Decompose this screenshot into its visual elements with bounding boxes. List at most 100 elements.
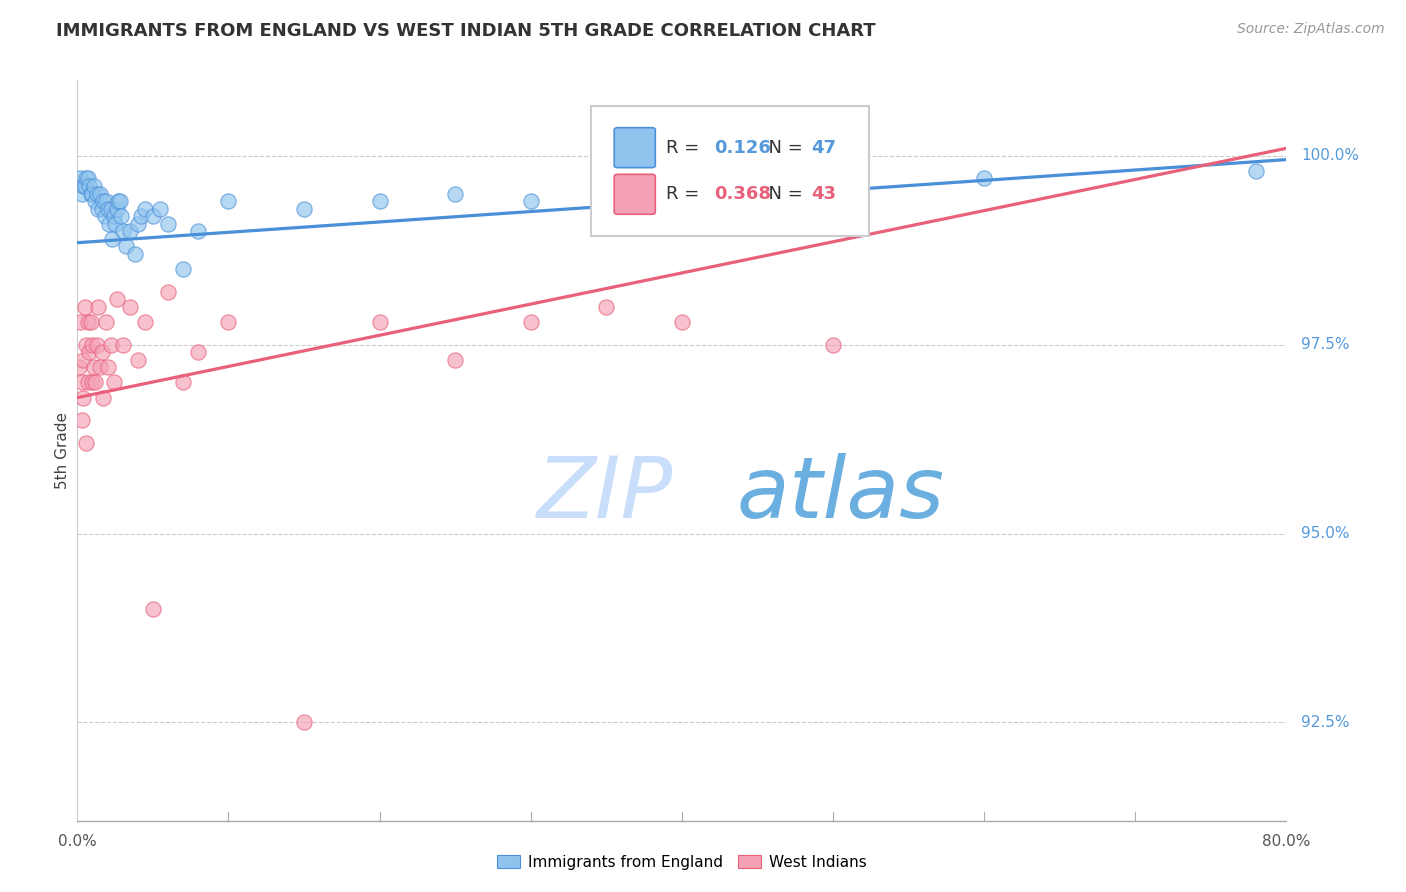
Point <box>120 224 142 238</box>
Point <box>77 376 100 390</box>
Point <box>292 202 315 216</box>
Point <box>172 262 194 277</box>
Point <box>91 194 114 209</box>
Point <box>110 209 132 223</box>
Point <box>70 376 93 390</box>
Point <box>82 337 104 351</box>
Point <box>368 315 391 329</box>
Y-axis label: 5th Grade: 5th Grade <box>55 412 70 489</box>
Text: 0.368: 0.368 <box>714 186 772 203</box>
Point <box>114 239 136 253</box>
Point <box>520 315 543 329</box>
Point <box>142 602 165 616</box>
Point <box>82 186 104 201</box>
Point <box>157 285 180 299</box>
Point <box>218 194 240 209</box>
Point <box>84 194 107 209</box>
Point <box>94 194 117 209</box>
Point <box>157 217 180 231</box>
Point <box>103 376 125 390</box>
Point <box>101 232 124 246</box>
Point <box>86 186 108 201</box>
Point <box>90 345 112 359</box>
Point <box>91 391 114 405</box>
Text: 100.0%: 100.0% <box>1301 148 1360 163</box>
Point <box>89 360 111 375</box>
Text: 47: 47 <box>811 138 837 157</box>
Point <box>172 376 194 390</box>
Point <box>368 194 391 209</box>
Point <box>72 179 94 194</box>
Point <box>69 315 91 329</box>
Text: IMMIGRANTS FROM ENGLAND VS WEST INDIAN 5TH GRADE CORRELATION CHART: IMMIGRANTS FROM ENGLAND VS WEST INDIAN 5… <box>56 22 876 40</box>
Point <box>218 315 240 329</box>
Point <box>93 209 115 223</box>
Point <box>444 352 467 367</box>
Text: 95.0%: 95.0% <box>1301 526 1350 541</box>
Point <box>107 194 129 209</box>
Point <box>84 376 107 390</box>
Point <box>75 171 97 186</box>
Point <box>77 171 100 186</box>
Text: 97.5%: 97.5% <box>1301 337 1350 352</box>
Point <box>134 315 156 329</box>
Point <box>80 315 103 329</box>
Point <box>87 202 110 216</box>
Text: 80.0%: 80.0% <box>1263 834 1310 849</box>
Point <box>595 300 617 314</box>
FancyBboxPatch shape <box>592 106 869 235</box>
Point <box>292 715 315 730</box>
Point <box>100 337 122 351</box>
Point <box>83 179 105 194</box>
Point <box>96 202 118 216</box>
Point <box>73 179 96 194</box>
Point <box>72 391 94 405</box>
Point <box>127 217 149 231</box>
Point <box>69 171 91 186</box>
Point <box>142 209 165 223</box>
Text: atlas: atlas <box>737 453 945 536</box>
Point <box>134 202 156 216</box>
Point <box>79 179 101 194</box>
Point <box>104 217 127 231</box>
Point <box>67 360 90 375</box>
Point <box>127 352 149 367</box>
Point <box>105 202 128 216</box>
Text: R =: R = <box>666 186 706 203</box>
Text: N =: N = <box>756 186 808 203</box>
Point <box>120 300 142 314</box>
Point <box>73 300 96 314</box>
Point <box>187 345 209 359</box>
Point <box>86 337 108 351</box>
Text: 0.126: 0.126 <box>714 138 772 157</box>
Point <box>187 224 209 238</box>
Point <box>70 413 93 427</box>
Point <box>1246 164 1268 178</box>
Point <box>82 376 104 390</box>
Point <box>100 202 122 216</box>
Point <box>111 337 134 351</box>
Text: R =: R = <box>666 138 706 157</box>
Legend: Immigrants from England, West Indians: Immigrants from England, West Indians <box>491 848 873 876</box>
Point <box>79 345 101 359</box>
Point <box>105 293 128 307</box>
Point <box>90 202 112 216</box>
Text: 43: 43 <box>811 186 837 203</box>
Point <box>80 186 103 201</box>
Point <box>98 217 121 231</box>
Point <box>149 202 172 216</box>
Text: N =: N = <box>756 138 808 157</box>
Point <box>87 300 110 314</box>
Point <box>124 247 146 261</box>
Point <box>520 194 543 209</box>
Point <box>444 186 467 201</box>
Point <box>75 337 97 351</box>
Point <box>96 360 118 375</box>
Point <box>72 352 94 367</box>
Text: 0.0%: 0.0% <box>58 834 97 849</box>
Point <box>108 194 131 209</box>
Text: ZIP: ZIP <box>537 453 673 536</box>
Point <box>75 436 97 450</box>
Point <box>89 186 111 201</box>
Point <box>103 209 125 223</box>
